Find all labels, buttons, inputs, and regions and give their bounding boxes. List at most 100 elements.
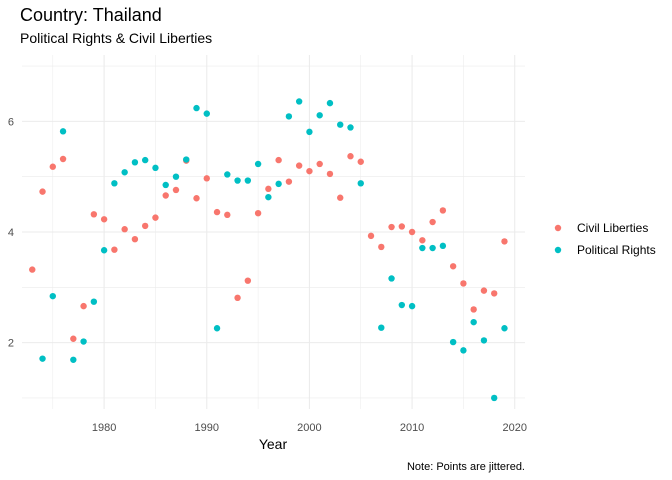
y-tick-label: 2 — [8, 338, 14, 350]
point-political-rights — [357, 180, 364, 187]
point-political-rights — [306, 128, 313, 136]
point-civil-liberties — [378, 243, 385, 251]
point-civil-liberties — [193, 195, 200, 202]
point-political-rights — [449, 338, 457, 346]
legend-key-civil-liberties — [554, 224, 562, 232]
point-political-rights — [254, 160, 262, 168]
point-civil-liberties — [254, 209, 262, 217]
point-political-rights — [100, 247, 108, 254]
point-civil-liberties — [90, 211, 98, 218]
point-civil-liberties — [213, 208, 221, 216]
x-tick-label: 2020 — [502, 422, 526, 434]
point-political-rights — [162, 181, 169, 189]
point-civil-liberties — [449, 263, 457, 270]
chart-title: Country: Thailand — [20, 5, 162, 25]
point-civil-liberties — [39, 188, 46, 195]
point-civil-liberties — [275, 156, 282, 164]
point-civil-liberties — [398, 223, 406, 230]
point-political-rights — [460, 347, 467, 354]
point-civil-liberties — [162, 192, 169, 199]
point-political-rights — [131, 159, 139, 166]
point-civil-liberties — [141, 222, 149, 230]
point-political-rights — [429, 244, 436, 252]
point-political-rights — [419, 244, 426, 252]
y-tick-label: 4 — [8, 227, 14, 239]
y-axis-ticks: 2 4 6 — [8, 116, 14, 349]
point-civil-liberties — [152, 214, 159, 221]
point-civil-liberties — [100, 216, 108, 223]
point-political-rights — [141, 156, 149, 164]
point-political-rights — [347, 124, 354, 131]
chart-caption: Note: Points are jittered. — [407, 461, 525, 473]
data-points — [29, 98, 508, 402]
point-political-rights — [501, 325, 508, 332]
point-political-rights — [244, 177, 252, 184]
point-civil-liberties — [265, 185, 272, 193]
point-political-rights — [275, 180, 282, 188]
point-political-rights — [224, 171, 231, 178]
point-political-rights — [172, 173, 180, 180]
point-civil-liberties — [388, 223, 395, 231]
point-civil-liberties — [203, 175, 210, 182]
point-political-rights — [337, 121, 344, 128]
point-civil-liberties — [326, 170, 334, 178]
point-civil-liberties — [337, 194, 344, 201]
point-civil-liberties — [460, 280, 467, 287]
point-political-rights — [439, 242, 447, 250]
point-civil-liberties — [357, 158, 364, 165]
point-civil-liberties — [121, 226, 128, 233]
point-civil-liberties — [408, 228, 416, 236]
point-civil-liberties — [470, 306, 477, 313]
legend-key-political-rights — [554, 246, 562, 254]
point-political-rights — [491, 394, 498, 402]
point-civil-liberties — [429, 218, 436, 226]
point-political-rights — [285, 113, 293, 120]
point-political-rights — [193, 104, 200, 112]
x-axis-title: Year — [259, 436, 288, 452]
legend-label-civil-liberties: Civil Liberties — [577, 221, 648, 235]
gridlines — [22, 55, 525, 409]
point-civil-liberties — [224, 211, 231, 219]
point-political-rights — [480, 337, 488, 344]
point-civil-liberties — [111, 246, 118, 253]
y-tick-label: 6 — [8, 116, 14, 128]
point-civil-liberties — [480, 287, 488, 294]
point-civil-liberties — [347, 153, 354, 160]
point-civil-liberties — [80, 302, 87, 310]
point-civil-liberties — [172, 186, 180, 194]
point-political-rights — [213, 325, 221, 332]
x-tick-label: 2010 — [400, 422, 424, 434]
point-political-rights — [90, 298, 98, 305]
point-civil-liberties — [59, 155, 67, 163]
legend: Civil Liberties Political Rights — [554, 221, 656, 257]
point-political-rights — [398, 301, 406, 309]
point-civil-liberties — [439, 207, 447, 214]
point-civil-liberties — [419, 237, 426, 244]
point-civil-liberties — [234, 294, 241, 302]
point-civil-liberties — [306, 167, 313, 175]
x-axis-ticks: 1980 1990 2000 2010 2020 — [92, 422, 527, 434]
point-political-rights — [59, 128, 67, 135]
x-tick-label: 2000 — [297, 422, 321, 434]
point-political-rights — [316, 112, 323, 119]
point-civil-liberties — [29, 266, 36, 273]
point-political-rights — [388, 275, 395, 282]
point-civil-liberties — [295, 162, 303, 169]
point-political-rights — [408, 302, 416, 310]
point-political-rights — [265, 193, 272, 201]
x-tick-label: 1980 — [92, 422, 116, 434]
point-civil-liberties — [131, 235, 139, 243]
point-political-rights — [470, 318, 477, 326]
point-civil-liberties — [244, 277, 252, 284]
point-civil-liberties — [316, 160, 323, 168]
point-political-rights — [234, 177, 241, 184]
point-political-rights — [295, 98, 303, 105]
point-civil-liberties — [491, 290, 498, 297]
point-civil-liberties — [367, 232, 375, 240]
point-political-rights — [326, 99, 334, 107]
point-political-rights — [183, 156, 190, 163]
point-political-rights — [70, 356, 77, 363]
point-political-rights — [152, 164, 159, 172]
point-political-rights — [121, 169, 128, 176]
